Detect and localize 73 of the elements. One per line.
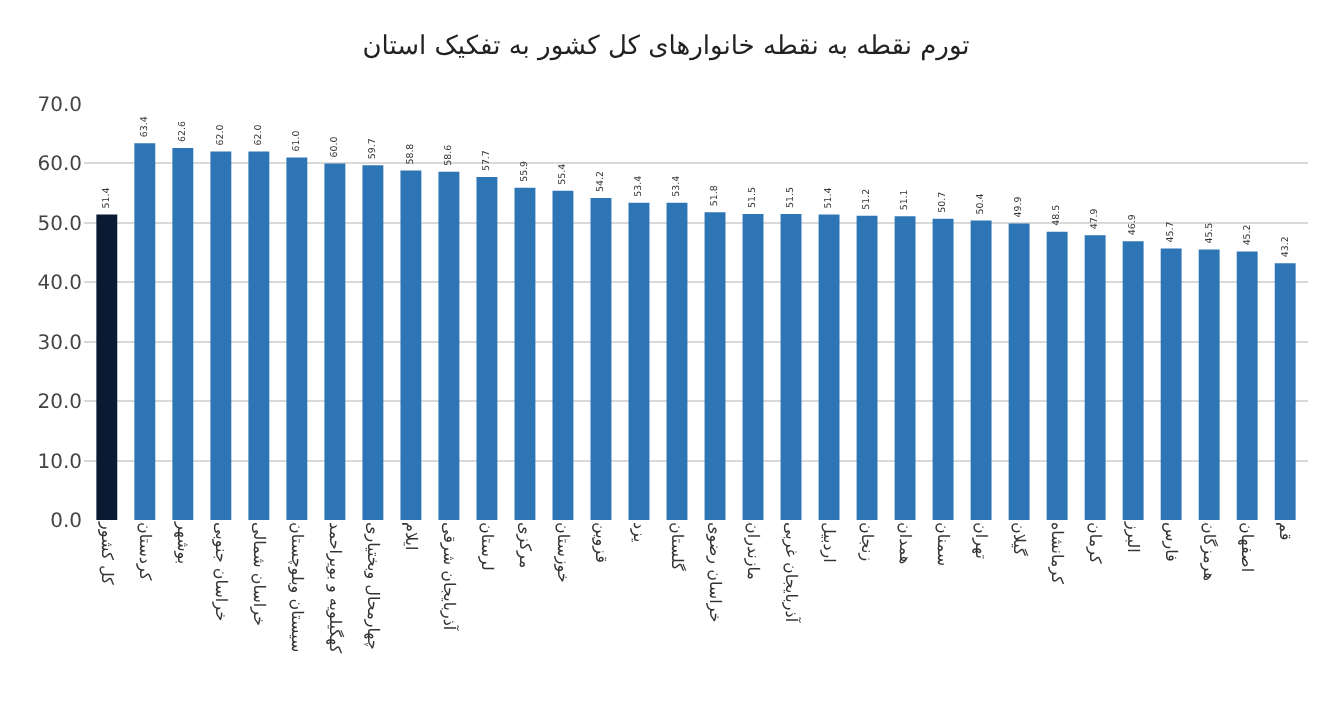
bar [1122, 241, 1144, 520]
bar [134, 143, 156, 520]
y-tick-label: 40.0 [37, 273, 82, 296]
x-tick-label: خوزستان [553, 522, 572, 583]
x-tick-label: کرمانشاه [1047, 522, 1066, 585]
x-tick-label: خراسان رضوی [705, 522, 724, 623]
x-tick-label: خراسان شمالی [249, 522, 268, 627]
x-tick-label: کهگیلویه و بویراحمد [325, 522, 346, 654]
bar [172, 147, 194, 520]
bar [742, 213, 764, 520]
x-tick-label: قم [1276, 522, 1294, 541]
x-tick-label: البرز [1123, 520, 1142, 553]
bar [96, 214, 118, 520]
bar [324, 163, 346, 520]
bar [780, 213, 802, 520]
x-tick-label: آذربایجان غربی [781, 522, 802, 624]
y-tick-label: 10.0 [37, 451, 82, 474]
y-tick-label: 30.0 [37, 332, 82, 355]
x-tick-label: اردبیل [819, 522, 838, 563]
bar [1236, 251, 1258, 520]
bar [438, 171, 460, 520]
x-tick-label: ایلام [401, 522, 420, 551]
x-tick-label: خراسان جنوبی [211, 522, 230, 622]
bar [666, 202, 688, 520]
x-tick-label: کرمان [1085, 522, 1104, 565]
bar [1160, 248, 1182, 520]
x-tick-label: مازندران [743, 522, 762, 580]
x-tick-label: کل کشور [97, 520, 116, 586]
bar [894, 216, 916, 520]
bar [1008, 223, 1030, 520]
x-tick-label: فارس [1161, 522, 1180, 563]
bar [704, 212, 726, 520]
bar [210, 151, 232, 520]
x-tick-label: کردستان [135, 522, 154, 581]
bar [552, 190, 574, 520]
chart-title: تورم نقطه به نقطه خانوارهای کل کشور به تفکیک استان [362, 32, 971, 63]
x-tick-label: چهارمحال وبختیاری [363, 522, 382, 650]
bar [248, 151, 270, 520]
x-tick-label: لرستان [477, 522, 496, 571]
bar [818, 214, 840, 520]
x-tick-label: قزوین [591, 522, 610, 564]
bar [628, 202, 650, 520]
y-tick-label: 0.0 [50, 511, 82, 533]
x-tick-label: گیلان [1009, 522, 1030, 557]
x-tick-label: سیستان وبلوچستان [287, 522, 306, 653]
y-tick-label: 50.0 [37, 213, 82, 236]
bar [514, 187, 536, 520]
x-tick-label: زنجان [857, 522, 876, 562]
bar [970, 220, 992, 520]
x-tick-label: تهران [971, 522, 990, 559]
bar [932, 218, 954, 520]
bar [590, 197, 612, 520]
x-tick-label: یزد [629, 522, 648, 543]
bar [400, 170, 422, 520]
y-tick-label: 20.0 [37, 392, 82, 415]
bar [1274, 263, 1296, 520]
y-tick-label: 70.0 [37, 95, 82, 117]
x-tick-label: اصفهان [1237, 522, 1256, 573]
bar [286, 157, 308, 520]
x-tick-label: گلستان [667, 522, 688, 572]
x-tick-label: هرمزگان [1199, 522, 1220, 581]
x-tick-label: مرکزی [515, 522, 534, 569]
bar [1084, 235, 1106, 520]
bar [476, 177, 498, 520]
x-tick-label: بوشهر [173, 520, 192, 565]
bar [1198, 249, 1220, 520]
x-tick-label: همدان [895, 522, 914, 565]
x-tick-label: سمنان [933, 522, 952, 567]
bar [1046, 231, 1068, 520]
y-tick-label: 60.0 [37, 154, 82, 177]
bar [362, 165, 384, 520]
bar [856, 215, 878, 520]
x-tick-label: آذربایجان شرقی [439, 522, 460, 632]
